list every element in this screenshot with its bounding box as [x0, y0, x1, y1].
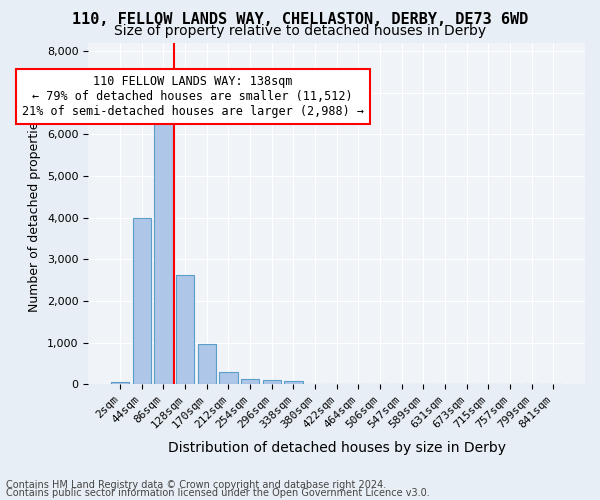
- Y-axis label: Number of detached properties: Number of detached properties: [28, 115, 41, 312]
- Text: Contains public sector information licensed under the Open Government Licence v3: Contains public sector information licen…: [6, 488, 430, 498]
- Bar: [263, 380, 281, 384]
- X-axis label: Distribution of detached houses by size in Derby: Distribution of detached houses by size …: [167, 441, 506, 455]
- Text: 110 FELLOW LANDS WAY: 138sqm
← 79% of detached houses are smaller (11,512)
21% o: 110 FELLOW LANDS WAY: 138sqm ← 79% of de…: [22, 75, 364, 118]
- Bar: [284, 381, 302, 384]
- Text: Size of property relative to detached houses in Derby: Size of property relative to detached ho…: [114, 24, 486, 38]
- Bar: [154, 110, 173, 384]
- Text: Contains HM Land Registry data © Crown copyright and database right 2024.: Contains HM Land Registry data © Crown c…: [6, 480, 386, 490]
- Bar: [241, 379, 259, 384]
- Bar: [219, 372, 238, 384]
- Text: 110, FELLOW LANDS WAY, CHELLASTON, DERBY, DE73 6WD: 110, FELLOW LANDS WAY, CHELLASTON, DERBY…: [72, 12, 528, 26]
- Bar: [111, 382, 130, 384]
- Bar: [133, 218, 151, 384]
- Bar: [176, 275, 194, 384]
- Bar: [197, 344, 216, 385]
